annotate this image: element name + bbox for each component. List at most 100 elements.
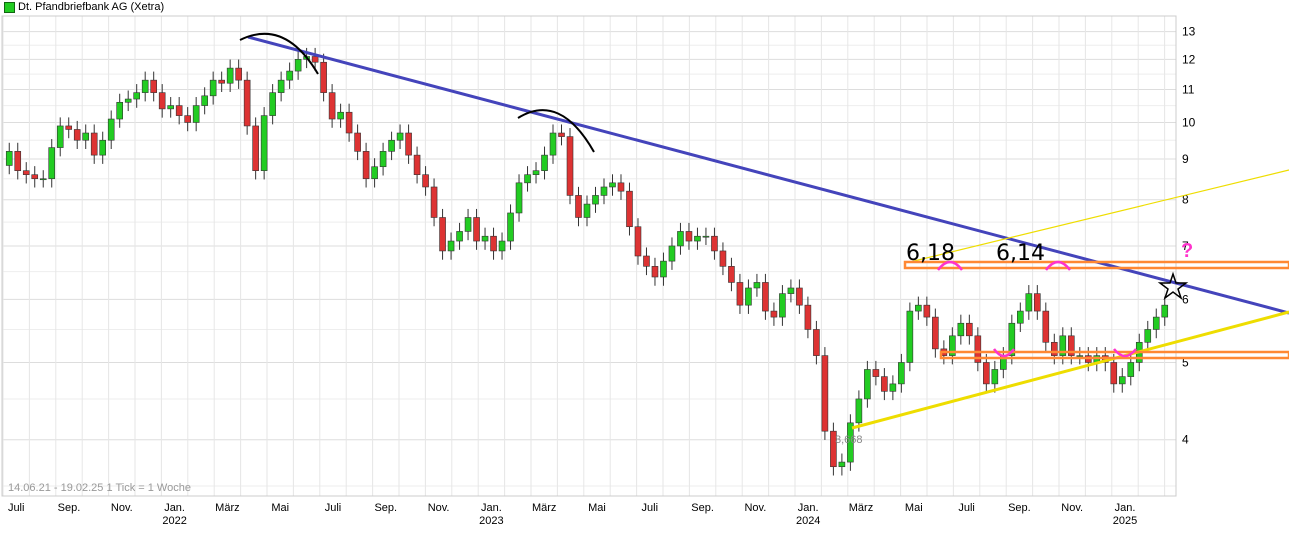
candle-body: [541, 154, 548, 171]
candle-body: [439, 217, 446, 252]
candle-body: [286, 70, 293, 81]
candle-body: [1034, 293, 1041, 312]
candle-body: [813, 329, 820, 356]
candle-body: [736, 282, 744, 306]
candle-body: [311, 56, 319, 63]
candle-body: [838, 461, 846, 468]
high-marker-1: [937, 260, 963, 271]
candle-body: [260, 115, 268, 171]
candle-body: [413, 154, 421, 175]
candle-body: [753, 282, 761, 289]
candle-body: [269, 92, 276, 116]
candle-body: [915, 304, 922, 312]
candle-body: [1059, 335, 1067, 356]
candle-body: [22, 170, 30, 175]
candle-body: [1025, 293, 1033, 312]
candle-body: [643, 255, 650, 267]
y-tick-label: 10: [1182, 115, 1196, 129]
candle-body: [150, 79, 157, 93]
x-tick-label: Juli: [325, 502, 342, 514]
candle-body: [600, 186, 608, 196]
x-tick-label: Jan.: [164, 502, 185, 514]
candle-body: [498, 240, 506, 252]
candle-body: [1110, 362, 1118, 385]
date-range-note: 14.06.21 - 19.02.25 1 Tick = 1 Woche: [8, 482, 191, 494]
candle-body: [1127, 362, 1135, 377]
candle-body: [881, 376, 888, 392]
candle-body: [31, 174, 39, 180]
candle-body: [328, 92, 336, 120]
candle-body: [566, 136, 574, 196]
candle-body: [396, 132, 404, 141]
candle-body: [847, 422, 854, 463]
candle-body: [99, 139, 107, 156]
candle-body: [209, 79, 217, 97]
candle-body: [617, 182, 625, 192]
x-tick-label: Sep.: [58, 502, 81, 514]
candle-body: [719, 250, 727, 267]
question-mark: ?: [1181, 240, 1193, 262]
y-tick-label: 4: [1182, 433, 1189, 447]
candle-body: [337, 111, 344, 120]
candle-body: [473, 217, 480, 242]
resistance-band: [903, 260, 1289, 270]
candle-body: [243, 79, 251, 127]
top-arc-1: [239, 32, 319, 75]
candle-body: [651, 266, 659, 278]
candle-body: [14, 151, 22, 171]
y-tick-label: 13: [1182, 25, 1196, 39]
candle-body: [481, 235, 489, 242]
candle-body: [379, 151, 387, 168]
candle-body: [405, 132, 412, 156]
x-tick-label: März: [532, 502, 556, 514]
x-tick-label: Nov.: [1061, 502, 1083, 514]
candle-body: [906, 310, 914, 363]
candle-body: [5, 151, 13, 166]
candle-body: [430, 186, 438, 218]
x-tick-label: Sep.: [691, 502, 714, 514]
candle-body: [56, 125, 64, 148]
x-tick-label: Jan.: [481, 502, 502, 514]
candle-body: [507, 212, 514, 242]
candle-body: [660, 260, 667, 278]
candle-body: [124, 98, 132, 103]
candle-body: [354, 132, 361, 152]
x-tick-label: Juli: [8, 502, 25, 514]
uptrend-line: [851, 310, 1289, 430]
candle-body: [694, 235, 701, 242]
x-year-label: 2024: [796, 515, 820, 527]
upper-channel-line: [909, 169, 1289, 263]
label-618: 6,18: [906, 241, 955, 266]
candle-body: [592, 195, 599, 205]
candle-body: [855, 398, 863, 424]
x-tick-label: Nov.: [744, 502, 766, 514]
x-year-label: 2025: [1113, 515, 1137, 527]
candle-body: [787, 287, 795, 294]
candle-body: [932, 316, 939, 350]
candle-body: [490, 235, 497, 252]
y-tick-label: 5: [1182, 355, 1189, 369]
x-tick-label: März: [215, 502, 239, 514]
candle-body: [677, 231, 684, 247]
candle-body: [991, 369, 999, 385]
candle-body: [949, 335, 956, 356]
x-tick-label: Nov.: [428, 502, 450, 514]
candle-body: [1050, 341, 1058, 356]
x-tick-label: Juli: [958, 502, 975, 514]
candle-body: [133, 92, 140, 100]
candle-body: [804, 304, 812, 330]
x-tick-label: Jan.: [798, 502, 819, 514]
candle-body: [192, 105, 200, 123]
candle-body: [1008, 322, 1016, 356]
candle-body: [957, 322, 965, 337]
candle-body: [872, 369, 880, 377]
chart-legend: Dt. Pfandbriefbank AG (Xetra): [4, 1, 164, 13]
candle-body: [1144, 329, 1152, 343]
candle-body: [1152, 316, 1160, 330]
candle-body: [575, 195, 582, 218]
legend-swatch: [4, 1, 15, 13]
candle-body: [388, 139, 395, 152]
candle-body: [1017, 310, 1024, 324]
label-low: 3,668: [835, 434, 863, 446]
candle-body: [456, 231, 463, 242]
